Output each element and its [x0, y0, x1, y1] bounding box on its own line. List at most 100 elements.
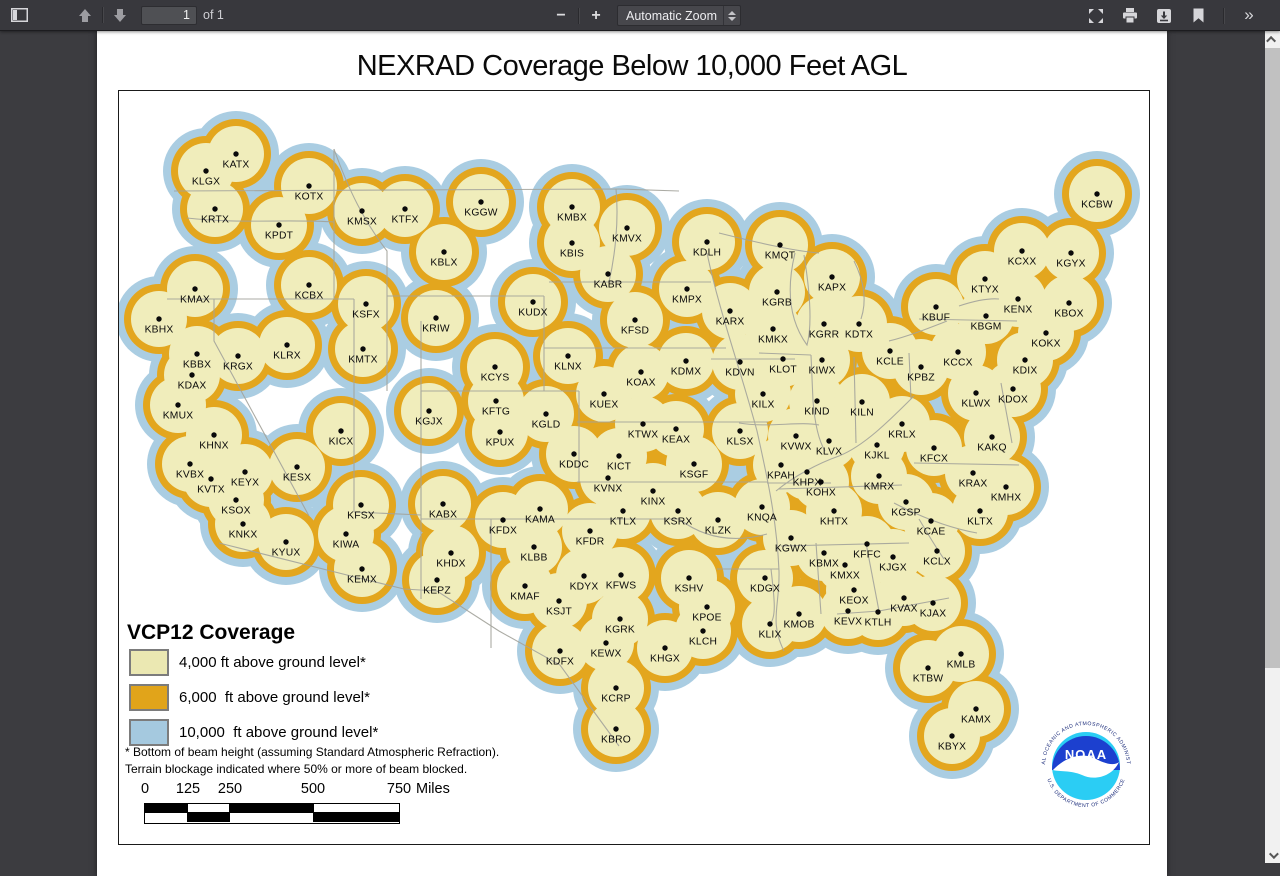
station-label: KGWX: [775, 544, 807, 555]
zoom-level-value: Automatic Zoom: [625, 8, 717, 23]
station-label: KLIX: [758, 630, 781, 641]
previous-page-button[interactable]: [72, 3, 98, 28]
station-dot: [189, 372, 195, 378]
station-dot: [686, 575, 692, 581]
station-dot: [284, 342, 290, 348]
scroll-down-button[interactable]: [1265, 847, 1280, 863]
station-label: KABR: [594, 280, 623, 291]
station-dot: [814, 398, 820, 404]
station-dot: [973, 390, 979, 396]
station-dot: [493, 398, 499, 404]
station-label: KAPX: [818, 283, 846, 294]
station-label: KCCX: [943, 358, 972, 369]
station-dot: [1066, 300, 1072, 306]
zoom-in-button[interactable]: +: [583, 3, 609, 28]
station-label: KESX: [283, 473, 311, 484]
station-label: KEWX: [590, 649, 621, 660]
station-dot: [989, 434, 995, 440]
station-label: KDVN: [725, 368, 754, 379]
vertical-scrollbar[interactable]: [1265, 31, 1280, 863]
next-page-button[interactable]: [107, 3, 133, 28]
station-label: KRLX: [888, 430, 916, 441]
bookmark-button[interactable]: [1185, 3, 1211, 28]
state-boundaries: [167, 148, 1020, 747]
station-dot: [581, 573, 587, 579]
station-dot: [235, 353, 241, 359]
station-label: KEYX: [231, 478, 259, 489]
station-label: KRAX: [959, 479, 988, 490]
select-spinner-icon: [723, 6, 740, 25]
download-button[interactable]: [1151, 3, 1177, 28]
station-dot: [887, 348, 893, 354]
toggle-sidebar-button[interactable]: [6, 3, 32, 28]
page-count-label: of 1: [203, 8, 224, 22]
station-label: KBHX: [145, 325, 174, 336]
station-label: KRTX: [201, 215, 229, 226]
station-dot: [673, 426, 679, 432]
station-label: KILX: [751, 400, 774, 411]
station-label: KFSX: [347, 511, 375, 522]
print-button[interactable]: [1117, 3, 1143, 28]
page-number-input[interactable]: [141, 5, 197, 25]
station-dot: [737, 428, 743, 434]
zoom-out-button[interactable]: −: [548, 3, 574, 28]
station-label: KIWA: [333, 540, 360, 551]
station-dot: [899, 421, 905, 427]
station-label: KSJT: [546, 607, 572, 618]
station-dot: [1015, 296, 1021, 302]
station-dot: [859, 399, 865, 405]
station-label: KICX: [329, 437, 354, 448]
station-label: KFDR: [576, 537, 605, 548]
station-dot: [565, 353, 571, 359]
station-label: KOHX: [806, 488, 836, 499]
more-tools-button[interactable]: »: [1236, 3, 1262, 28]
station-label: KMBX: [557, 213, 587, 224]
station-dot: [977, 508, 983, 514]
station-label: KMVX: [612, 234, 642, 245]
station-label: KLTX: [967, 517, 993, 528]
station-label: KDLH: [693, 248, 721, 259]
station-label: KGRB: [762, 298, 792, 309]
station-dot: [556, 598, 562, 604]
toolbar-right-group: »: [1083, 0, 1262, 31]
station-label: KTFX: [391, 215, 418, 226]
station-label: KTLH: [864, 618, 891, 629]
station-label: KRGX: [223, 362, 253, 373]
station-dot: [1022, 357, 1028, 363]
station-dot: [211, 432, 217, 438]
station-dot: [441, 249, 447, 255]
station-dot: [760, 391, 766, 397]
presentation-mode-button[interactable]: [1083, 3, 1109, 28]
zoom-level-select[interactable]: Automatic Zoom: [617, 5, 741, 26]
station-dot: [426, 408, 432, 414]
station-label: KBMX: [809, 559, 839, 570]
station-label: KPUX: [486, 438, 515, 449]
station-label: KBLX: [430, 258, 457, 269]
station-dot: [233, 151, 239, 157]
station-dot: [1043, 330, 1049, 336]
station-label: KGYX: [1056, 259, 1085, 270]
station-label: KSFX: [352, 310, 380, 321]
station-dot: [522, 583, 528, 589]
station-label: KHNX: [199, 441, 228, 452]
station-label: KAMA: [525, 515, 555, 526]
station-label: KMSX: [347, 217, 377, 228]
station-label: KATX: [223, 160, 250, 171]
station-label: KFTG: [482, 407, 510, 418]
fullscreen-icon: [1089, 8, 1103, 23]
station-label: KGSP: [891, 508, 920, 519]
station-label: KSGF: [680, 470, 709, 481]
station-dot: [640, 421, 646, 427]
station-label: KDAX: [178, 381, 207, 392]
station-dot: [780, 356, 786, 362]
station-dot: [543, 411, 549, 417]
station-label: KDOX: [998, 395, 1028, 406]
station-dot: [767, 621, 773, 627]
station-dot: [294, 464, 300, 470]
station-dot: [759, 504, 765, 510]
scroll-up-button[interactable]: [1265, 31, 1280, 47]
scrollbar-thumb[interactable]: [1265, 48, 1280, 668]
station-dot: [955, 349, 961, 355]
